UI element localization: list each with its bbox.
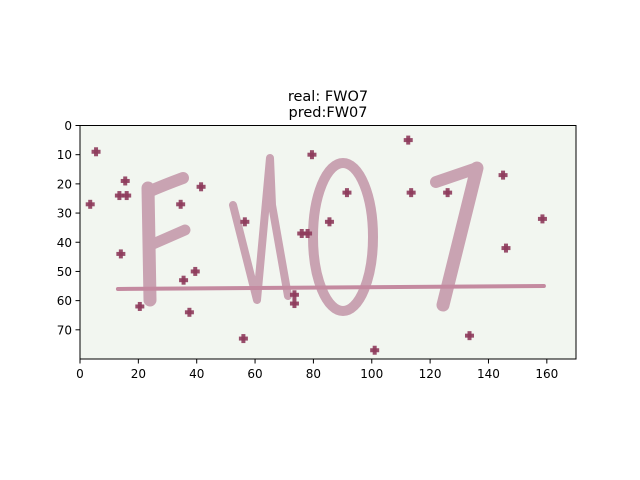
noise-dot bbox=[240, 217, 250, 227]
strike-line bbox=[115, 284, 546, 291]
noise-dot bbox=[289, 290, 299, 300]
noise-dot bbox=[184, 307, 194, 317]
noise-dot bbox=[91, 147, 101, 157]
noise-dot bbox=[370, 345, 380, 355]
noise-dot bbox=[303, 228, 313, 238]
noise-dot bbox=[120, 176, 130, 186]
noise-dot bbox=[135, 301, 145, 311]
x-tick-label: 80 bbox=[306, 367, 321, 381]
noise-dots-layer bbox=[85, 135, 547, 355]
x-axis-ticks: 0 20 40 60 80 100 120 140 160 bbox=[76, 359, 558, 381]
y-tick-label: 50 bbox=[57, 265, 72, 279]
y-tick-label: 0 bbox=[64, 119, 72, 133]
x-tick-label: 120 bbox=[419, 367, 442, 381]
noise-dot bbox=[238, 334, 248, 344]
x-tick-label: 0 bbox=[76, 367, 84, 381]
noise-dot bbox=[114, 191, 124, 201]
noise-dot bbox=[190, 266, 200, 276]
noise-dot bbox=[501, 243, 511, 253]
y-tick-label: 30 bbox=[57, 207, 72, 221]
x-tick-label: 40 bbox=[189, 367, 204, 381]
y-tick-label: 10 bbox=[57, 148, 72, 162]
y-tick-label: 70 bbox=[57, 323, 72, 337]
glyph-w bbox=[229, 154, 292, 304]
y-tick-label: 60 bbox=[57, 294, 72, 308]
title-line-2: pred:FW07 bbox=[289, 105, 368, 121]
x-tick-label: 60 bbox=[247, 367, 262, 381]
noise-dot bbox=[443, 188, 453, 198]
noise-dot bbox=[122, 191, 132, 201]
y-tick-label: 20 bbox=[57, 177, 72, 191]
noise-dot bbox=[324, 217, 334, 227]
x-tick-label: 160 bbox=[535, 367, 558, 381]
title-line-1: real: FWO7 bbox=[288, 89, 368, 105]
noise-dot bbox=[498, 170, 508, 180]
noise-dot bbox=[196, 182, 206, 192]
noise-dot bbox=[342, 188, 352, 198]
noise-dot bbox=[465, 331, 475, 341]
noise-dot bbox=[406, 188, 416, 198]
noise-dot bbox=[116, 249, 126, 259]
noise-dot bbox=[297, 228, 307, 238]
glyph-7 bbox=[430, 161, 484, 312]
y-axis-ticks: 0 10 20 30 40 50 60 70 bbox=[57, 119, 80, 337]
x-tick-label: 140 bbox=[477, 367, 500, 381]
noise-dot bbox=[85, 199, 95, 209]
x-tick-label: 100 bbox=[360, 367, 383, 381]
noise-dot bbox=[176, 199, 186, 209]
strike-line-layer bbox=[115, 284, 546, 291]
glyph-f bbox=[141, 172, 191, 307]
noise-dot bbox=[179, 275, 189, 285]
noise-dot bbox=[307, 150, 317, 160]
captcha-glyphs bbox=[85, 135, 547, 355]
noise-dot bbox=[537, 214, 547, 224]
glyph-o bbox=[308, 158, 378, 316]
noise-dot bbox=[403, 135, 413, 145]
x-tick-label: 20 bbox=[131, 367, 146, 381]
noise-dot bbox=[289, 299, 299, 309]
y-tick-label: 40 bbox=[57, 236, 72, 250]
